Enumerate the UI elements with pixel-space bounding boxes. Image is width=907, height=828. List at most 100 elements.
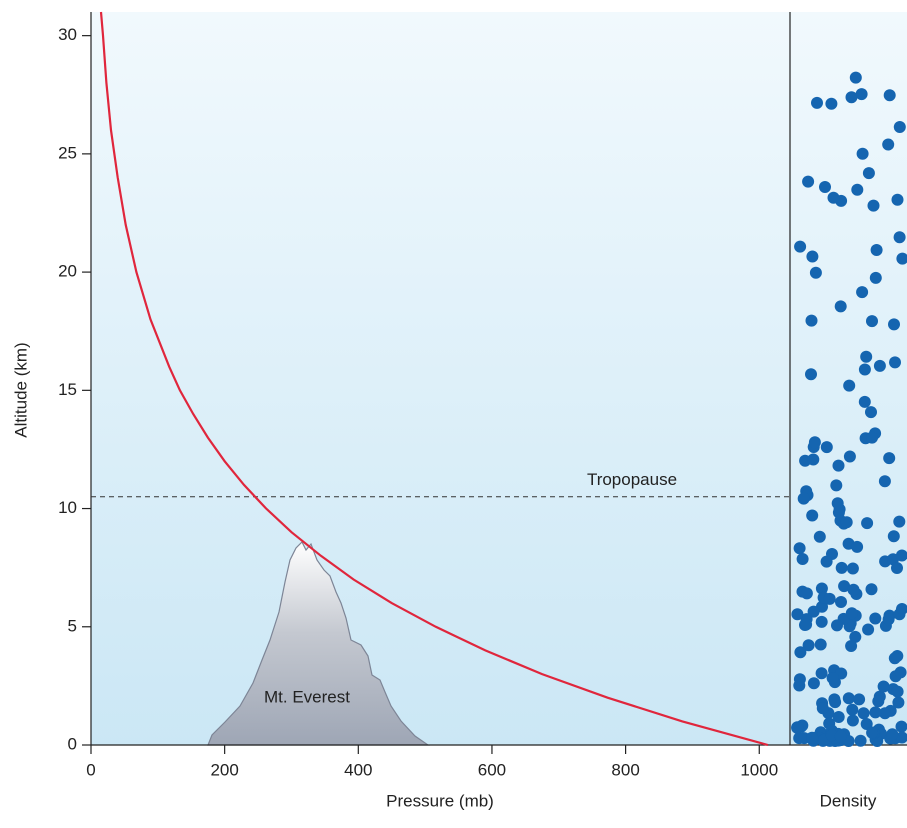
x-tick-label: 200 xyxy=(210,760,238,779)
density-dot xyxy=(892,194,904,206)
density-dot xyxy=(859,396,871,408)
density-dot xyxy=(816,616,828,628)
density-dot xyxy=(851,541,863,553)
density-dot xyxy=(884,89,896,101)
density-dot xyxy=(860,351,872,363)
density-dot xyxy=(866,727,878,739)
y-tick-label: 30 xyxy=(58,25,77,44)
density-dot xyxy=(866,315,878,327)
x-tick-label: 1000 xyxy=(740,760,778,779)
density-dot xyxy=(882,139,894,151)
density-dot xyxy=(801,587,813,599)
density-dot xyxy=(843,380,855,392)
density-dot xyxy=(859,364,871,376)
density-dot xyxy=(794,673,806,685)
density-dot xyxy=(797,553,809,565)
density-dot xyxy=(894,121,906,133)
density-dot xyxy=(814,531,826,543)
density-dot xyxy=(886,728,898,740)
density-dot xyxy=(824,593,836,605)
density-dot xyxy=(868,200,880,212)
density-dot xyxy=(847,715,859,727)
density-dot xyxy=(835,300,847,312)
density-dot xyxy=(889,652,901,664)
density-dot xyxy=(856,286,868,298)
density-dot xyxy=(794,542,806,554)
x-axis-label: Pressure (mb) xyxy=(386,791,494,810)
density-dot xyxy=(791,608,803,620)
panel-label: Density xyxy=(820,791,877,810)
density-dot xyxy=(833,460,845,472)
density-dot xyxy=(865,406,877,418)
y-tick-label: 10 xyxy=(58,498,77,517)
density-dot xyxy=(894,231,906,243)
density-dot xyxy=(862,624,874,636)
density-dot xyxy=(846,704,858,716)
y-tick-label: 25 xyxy=(58,143,77,162)
density-dot xyxy=(879,475,891,487)
plot-background xyxy=(91,12,907,745)
density-dot xyxy=(851,184,863,196)
density-dot xyxy=(828,693,840,705)
density-dot xyxy=(893,516,905,528)
density-dot xyxy=(870,272,882,284)
density-dot xyxy=(806,732,818,744)
density-dot xyxy=(892,686,904,698)
density-dot xyxy=(845,640,857,652)
density-dot xyxy=(883,452,895,464)
density-dot xyxy=(808,606,820,618)
density-dot xyxy=(809,436,821,448)
density-dot xyxy=(896,721,907,733)
x-tick-label: 800 xyxy=(611,760,639,779)
density-dot xyxy=(869,613,881,625)
density-dot xyxy=(825,98,837,110)
density-dot xyxy=(866,432,878,444)
density-dot xyxy=(807,454,819,466)
density-dot xyxy=(808,677,820,689)
density-dot xyxy=(794,241,806,253)
density-dot xyxy=(806,251,818,263)
y-tick-label: 15 xyxy=(58,380,77,399)
density-dot xyxy=(888,318,900,330)
density-dot xyxy=(891,562,903,574)
x-tick-label: 0 xyxy=(86,760,95,779)
density-dot xyxy=(821,441,833,453)
density-dot xyxy=(836,562,848,574)
density-dot xyxy=(841,516,853,528)
density-dot xyxy=(800,619,812,631)
density-dot xyxy=(847,563,859,575)
density-dot xyxy=(835,730,847,742)
feature-label: Mt. Everest xyxy=(264,687,350,706)
reference-label: Tropopause xyxy=(587,470,677,489)
density-dot xyxy=(871,244,883,256)
y-tick-label: 20 xyxy=(58,262,77,281)
density-dot xyxy=(889,356,901,368)
density-dot xyxy=(798,493,810,505)
density-dot xyxy=(810,267,822,279)
density-dot xyxy=(866,583,878,595)
density-dot xyxy=(794,646,806,658)
y-tick-label: 5 xyxy=(68,616,77,635)
density-dot xyxy=(815,639,827,651)
density-dot xyxy=(874,360,886,372)
density-dot xyxy=(817,702,829,714)
density-dot xyxy=(816,667,828,679)
density-dot xyxy=(802,176,814,188)
density-dot xyxy=(828,192,840,204)
density-dot xyxy=(846,607,858,619)
density-dot xyxy=(858,707,870,719)
density-dot xyxy=(857,148,869,160)
density-dot xyxy=(883,613,895,625)
density-dot xyxy=(791,721,803,733)
x-tick-label: 600 xyxy=(478,760,506,779)
density-dot xyxy=(811,97,823,109)
density-dot xyxy=(805,368,817,380)
density-dot xyxy=(819,181,831,193)
density-dot xyxy=(843,692,855,704)
density-dot xyxy=(861,517,873,529)
density-dot xyxy=(892,697,904,709)
density-dot xyxy=(863,167,875,179)
density-dot xyxy=(888,530,900,542)
density-dot xyxy=(895,666,907,678)
y-axis-label: Altitude (km) xyxy=(11,342,30,437)
